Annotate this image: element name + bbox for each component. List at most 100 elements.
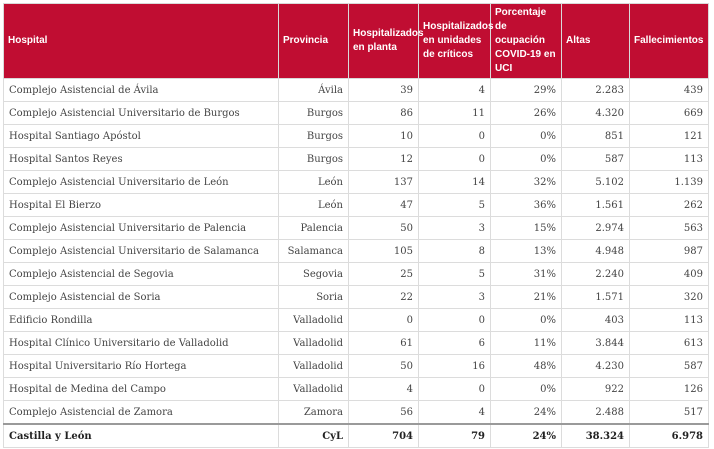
table-row: Complejo Asistencial Universitario de Le… [3,170,709,194]
cell-altas: 851 [561,124,630,148]
cell-ocupacion: 36% [490,193,562,217]
cell-altas: 4.230 [561,354,630,378]
cell-altas: 587 [561,147,630,171]
cell-criticos: 79 [418,423,491,448]
cell-planta: 56 [348,400,419,425]
cell-hospital: Castilla y León [3,423,279,448]
cell-ocupacion: 11% [490,331,562,355]
cell-criticos: 0 [418,147,491,171]
cell-altas: 5.102 [561,170,630,194]
cell-planta: 105 [348,239,419,263]
cell-provincia: León [278,170,349,194]
cell-ocupacion: 31% [490,262,562,286]
hospital-data-table-container: Hospital Provincia Hospitalizados en pla… [3,3,709,448]
header-fallecimientos: Fallecimientos [629,3,709,79]
hospital-data-table: Hospital Provincia Hospitalizados en pla… [3,3,709,448]
cell-ocupacion: 0% [490,124,562,148]
cell-criticos: 16 [418,354,491,378]
cell-ocupacion: 24% [490,423,562,448]
cell-criticos: 0 [418,377,491,401]
cell-fallecimientos: 563 [629,216,709,240]
header-altas: Altas [561,3,630,79]
cell-altas: 2.488 [561,400,630,425]
cell-ocupacion: 15% [490,216,562,240]
cell-provincia: Valladolid [278,377,349,401]
cell-criticos: 6 [418,331,491,355]
table-row: Hospital El Bierzo León 47 5 36% 1.561 262 [3,193,709,217]
cell-fallecimientos: 262 [629,193,709,217]
cell-hospital: Complejo Asistencial Universitario de Le… [3,170,279,194]
cell-fallecimientos: 126 [629,377,709,401]
table-row: Hospital Santos Reyes Burgos 12 0 0% 587 113 [3,147,709,171]
table-row: Complejo Asistencial Universitario de Bu… [3,101,709,125]
cell-hospital: Hospital Clínico Universitario de Vallad… [3,331,279,355]
cell-fallecimientos: 113 [629,147,709,171]
cell-provincia: Valladolid [278,308,349,332]
table-row: Complejo Asistencial de Ávila Ávila 39 4 29%… [3,78,709,102]
cell-criticos: 4 [418,78,491,102]
cell-hospital: Hospital Santiago Apóstol [3,124,279,148]
cell-ocupacion: 13% [490,239,562,263]
cell-fallecimientos: 987 [629,239,709,263]
cell-criticos: 4 [418,400,491,425]
cell-hospital: Complejo Asistencial Universitario de Pa… [3,216,279,240]
cell-provincia: León [278,193,349,217]
cell-hospital: Hospital de Medina del Campo [3,377,279,401]
table-body: Complejo Asistencial de Ávila Ávila 39 4 29%… [3,78,709,448]
cell-criticos: 8 [418,239,491,263]
header-row: Hospital Provincia Hospitalizados en pla… [3,3,709,79]
cell-provincia: Valladolid [278,354,349,378]
cell-planta: 47 [348,193,419,217]
cell-hospital: Hospital Santos Reyes [3,147,279,171]
cell-provincia: Burgos [278,101,349,125]
cell-fallecimientos: 6.978 [629,423,709,448]
cell-provincia: Segovia [278,262,349,286]
cell-criticos: 0 [418,308,491,332]
cell-ocupacion: 29% [490,78,562,102]
cell-altas: 38.324 [561,423,630,448]
cell-fallecimientos: 613 [629,331,709,355]
header-ocupacion: Porcentaje de ocupación COVID-19 en UCI [490,3,562,79]
table-row: Hospital Santiago Apóstol Burgos 10 0 0% 851 1… [3,124,709,148]
total-row: Castilla y León CyL 704 79 24% 38.324 6.978 [3,423,709,448]
cell-planta: 39 [348,78,419,102]
table-row: Hospital Clínico Universitario de Vallad… [3,331,709,355]
cell-hospital: Hospital El Bierzo [3,193,279,217]
cell-hospital: Complejo Asistencial de Segovia [3,262,279,286]
cell-provincia: Ávila [278,78,349,102]
table-row: Edificio Rondilla Valladolid 0 0 0% 403 113 [3,308,709,332]
cell-planta: 137 [348,170,419,194]
table-row: Complejo Asistencial Universitario de Sa… [3,239,709,263]
header-provincia: Provincia [278,3,349,79]
cell-hospital: Complejo Asistencial de Zamora [3,400,279,425]
cell-fallecimientos: 113 [629,308,709,332]
cell-planta: 86 [348,101,419,125]
cell-criticos: 3 [418,216,491,240]
cell-hospital: Edificio Rondilla [3,308,279,332]
cell-criticos: 14 [418,170,491,194]
cell-fallecimientos: 1.139 [629,170,709,194]
cell-provincia: Valladolid [278,331,349,355]
table-row: Complejo Asistencial de Soria Soria 22 3 21%… [3,285,709,309]
cell-hospital: Complejo Asistencial Universitario de Bu… [3,101,279,125]
cell-ocupacion: 0% [490,377,562,401]
cell-altas: 4.948 [561,239,630,263]
cell-fallecimientos: 409 [629,262,709,286]
cell-planta: 25 [348,262,419,286]
cell-provincia: Palencia [278,216,349,240]
table-row: Complejo Asistencial Universitario de Pa… [3,216,709,240]
cell-hospital: Complejo Asistencial Universitario de Sa… [3,239,279,263]
cell-altas: 2.974 [561,216,630,240]
cell-planta: 50 [348,354,419,378]
cell-hospital: Complejo Asistencial de Ávila [3,78,279,102]
cell-planta: 61 [348,331,419,355]
cell-planta: 704 [348,423,419,448]
cell-criticos: 5 [418,262,491,286]
cell-provincia: Burgos [278,147,349,171]
cell-criticos: 3 [418,285,491,309]
cell-criticos: 11 [418,101,491,125]
cell-altas: 1.571 [561,285,630,309]
cell-fallecimientos: 517 [629,400,709,425]
table-row: Hospital de Medina del Campo Valladolid 4 0… [3,377,709,401]
header-criticos: Hospitalizados en unidades de críticos [418,3,494,79]
